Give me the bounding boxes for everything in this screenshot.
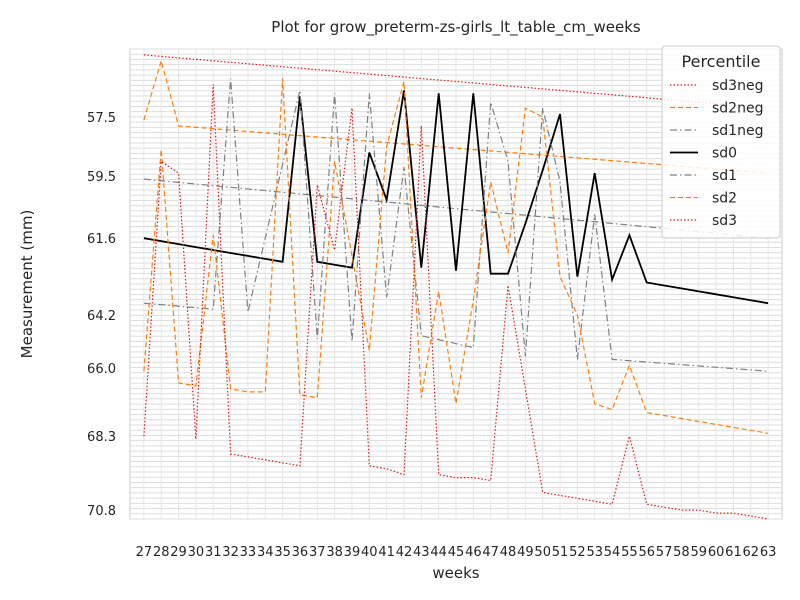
x-tick-label: 53 (586, 545, 603, 560)
x-tick-label: 40 (361, 545, 378, 560)
x-tick-label: 61 (725, 545, 742, 560)
x-tick-label: 28 (153, 545, 170, 560)
x-tick-label: 39 (344, 545, 361, 560)
legend-label-sd1: sd1 (712, 168, 737, 184)
y-tick-label: 68.3 (87, 430, 116, 445)
series-line-sd1 (143, 78, 769, 372)
x-tick-label: 33 (240, 545, 257, 560)
x-tick-label: 27 (136, 545, 153, 560)
x-tick-label: 57 (656, 545, 673, 560)
x-tick-label: 56 (638, 545, 655, 560)
x-tick-label: 31 (205, 545, 222, 560)
chart-title: Plot for grow_preterm-zs-girls_lt_table_… (271, 18, 641, 37)
x-tick-label: 43 (413, 545, 430, 560)
legend-label-sd3: sd3 (712, 213, 737, 229)
x-tick-label: 45 (448, 545, 465, 560)
x-tick-label: 37 (309, 545, 326, 560)
series-line-sd2neg (143, 58, 769, 174)
y-tick-label: 64.2 (87, 309, 116, 324)
x-tick-label: 52 (569, 545, 586, 560)
grid (130, 48, 782, 520)
y-tick-label: 61.6 (87, 232, 116, 247)
x-tick-label: 60 (708, 545, 725, 560)
x-tick-label: 46 (465, 545, 482, 560)
x-tick-label: 44 (430, 545, 447, 560)
legend-label-sd2: sd2 (712, 191, 737, 207)
x-tick-label: 48 (500, 545, 517, 560)
y-tick-label: 70.8 (87, 504, 116, 519)
legend-label-sd2neg: sd2neg (712, 101, 763, 117)
x-tick-label: 50 (534, 545, 551, 560)
y-tick-label: 66.0 (87, 362, 116, 377)
y-tick-labels: 57.5 59.5 61.6 64.2 66.0 68.3 70.8 (87, 111, 116, 519)
x-tick-label: 47 (482, 545, 499, 560)
series-line-sd3 (143, 84, 769, 520)
series-line-sd0 (143, 90, 769, 305)
x-tick-label: 62 (743, 545, 760, 560)
y-tick-label: 57.5 (87, 111, 116, 126)
x-tick-label: 30 (188, 545, 205, 560)
x-tick-label: 41 (378, 545, 395, 560)
legend-title: Percentile (682, 52, 761, 71)
x-tick-label: 34 (257, 545, 274, 560)
x-tick-label: 59 (690, 545, 707, 560)
x-tick-label: 51 (552, 545, 569, 560)
y-tick-label: 59.5 (87, 170, 116, 185)
legend-items: sd3neg sd2neg sd1neg sd0 sd1 sd2 sd3 (670, 78, 763, 229)
legend: Percentile sd3negsd2negsd1negsd0sd1sd2sd… (661, 45, 781, 239)
x-tick-label: 58 (673, 545, 690, 560)
legend-box (661, 45, 781, 239)
x-tick-label: 42 (396, 545, 413, 560)
x-tick-label: 36 (292, 545, 309, 560)
x-axis-label: weeks (432, 564, 479, 582)
x-tick-labels: 27 28 29 30 31 32 33 34 35 36 37 38 39 40 41 42 43 44 45 46… (136, 545, 777, 560)
legend-label-sd3neg: sd3neg (712, 78, 763, 94)
x-tick-label: 49 (517, 545, 534, 560)
legend-label-sd1neg: sd1neg (712, 123, 763, 139)
series-line-sd2 (143, 78, 769, 434)
x-tick-label: 29 (170, 545, 187, 560)
legend-label-sd0: sd0 (712, 146, 737, 162)
x-tick-label: 63 (760, 545, 777, 560)
x-tick-label: 32 (222, 545, 239, 560)
x-tick-label: 54 (604, 545, 621, 560)
x-tick-label: 35 (274, 545, 291, 560)
y-axis-label: Measurement (mm) (18, 210, 36, 359)
x-tick-label: 55 (621, 545, 638, 560)
x-tick-label: 38 (326, 545, 343, 560)
